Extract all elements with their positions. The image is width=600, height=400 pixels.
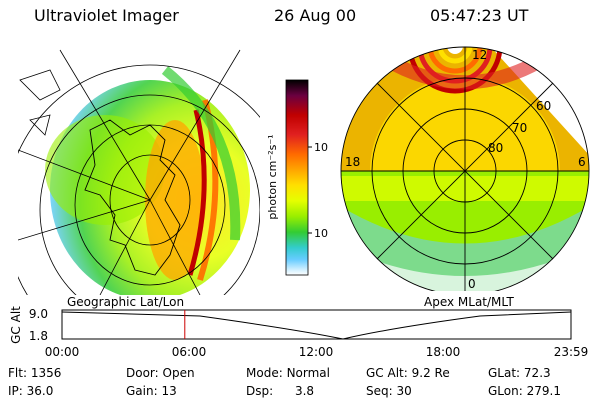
instrument-title: Ultraviolet Imager xyxy=(34,6,179,25)
gain-label: Gain: xyxy=(126,384,158,398)
status-gcalt: GC Alt: 9.2 Re xyxy=(366,366,450,380)
x-tick-1800: 18:00 xyxy=(426,345,461,359)
x-tick-2359: 23:59 xyxy=(554,345,589,359)
geographic-caption: Geographic Lat/Lon xyxy=(67,295,185,309)
mode-value: Normal xyxy=(286,366,330,380)
altitude-curve xyxy=(61,311,572,340)
glat-label: GLat: xyxy=(488,366,521,380)
polar-grid xyxy=(340,46,590,291)
colorbar: 100 10 photon cm⁻²s⁻¹ xyxy=(266,79,328,276)
status-mode: Mode: Normal xyxy=(246,366,330,380)
colorbar-tick-100: 100 xyxy=(314,141,328,154)
status-door: Door: Open xyxy=(126,366,195,380)
ip-value: 36.0 xyxy=(26,384,54,398)
gain-value: 13 xyxy=(161,384,177,398)
geographic-grid xyxy=(18,49,260,295)
timeline-axis-label: GC Alt xyxy=(9,306,23,344)
apex-caption: Apex MLat/MLT xyxy=(424,295,514,309)
x-tick-0600: 06:00 xyxy=(172,345,207,359)
coastline xyxy=(84,119,181,276)
flt-value: 1356 xyxy=(30,366,62,380)
x-tick-0000: 00:00 xyxy=(45,345,80,359)
mlt-label-12: 12 xyxy=(472,48,487,62)
seq-label: Seq: xyxy=(366,384,393,398)
ip-label: IP: xyxy=(8,384,23,398)
seq-value: 30 xyxy=(396,384,412,398)
status-flt: Flt: 1356 xyxy=(8,366,61,380)
time-label: 05:47:23 UT xyxy=(430,6,529,25)
gcalt-value: 9.2 Re xyxy=(411,366,450,380)
lat-label-60: 60 xyxy=(536,99,551,113)
gc-altitude-timeline: 9.0 1.8 GC Alt 00:00 06:00 12:00 18:00 2… xyxy=(9,306,589,359)
status-gain: Gain: 13 xyxy=(126,384,177,398)
status-glat: GLat: 72.3 xyxy=(488,366,551,380)
lat-label-80: 80 xyxy=(488,141,503,155)
dsp-value: 3.8 xyxy=(294,384,315,398)
glat-value: 72.3 xyxy=(523,366,551,380)
mlt-label-18: 18 xyxy=(345,155,360,169)
door-value: Open xyxy=(162,366,195,380)
status-glon: GLon: 279.1 xyxy=(488,384,561,398)
status-ip: IP: 36.0 xyxy=(8,384,53,398)
status-dsp: Dsp: 3.8 xyxy=(246,384,314,398)
glon-label: GLon: xyxy=(488,384,523,398)
mode-label: Mode: xyxy=(246,366,283,380)
timeline-frame xyxy=(61,309,572,340)
door-label: Door: xyxy=(126,366,159,380)
colorbar-gradient xyxy=(285,79,309,276)
y-tick-max: 9.0 xyxy=(29,307,48,321)
geographic-aurora-image xyxy=(18,49,260,295)
y-tick-min: 1.8 xyxy=(29,329,48,343)
status-seq: Seq: 30 xyxy=(366,384,412,398)
colorbar-unit-label: photon cm⁻²s⁻¹ xyxy=(266,134,279,219)
x-tick-1200: 12:00 xyxy=(299,345,334,359)
mlt-label-0: 0 xyxy=(468,277,476,291)
glon-value: 279.1 xyxy=(526,384,561,398)
lat-label-70: 70 xyxy=(512,121,527,135)
flt-label: Flt: xyxy=(8,366,27,380)
date-label: 26 Aug 00 xyxy=(274,6,357,25)
dsp-label: Dsp: xyxy=(246,384,274,398)
aurora-oval-bright-edge xyxy=(187,109,207,276)
polar-mlat-mlt-plot: 12 18 6 0 60 70 80 xyxy=(340,46,590,291)
colorbar-tick-10: 10 xyxy=(314,227,328,240)
gcalt-label: GC Alt: xyxy=(366,366,408,380)
mlt-label-6: 6 xyxy=(578,155,586,169)
